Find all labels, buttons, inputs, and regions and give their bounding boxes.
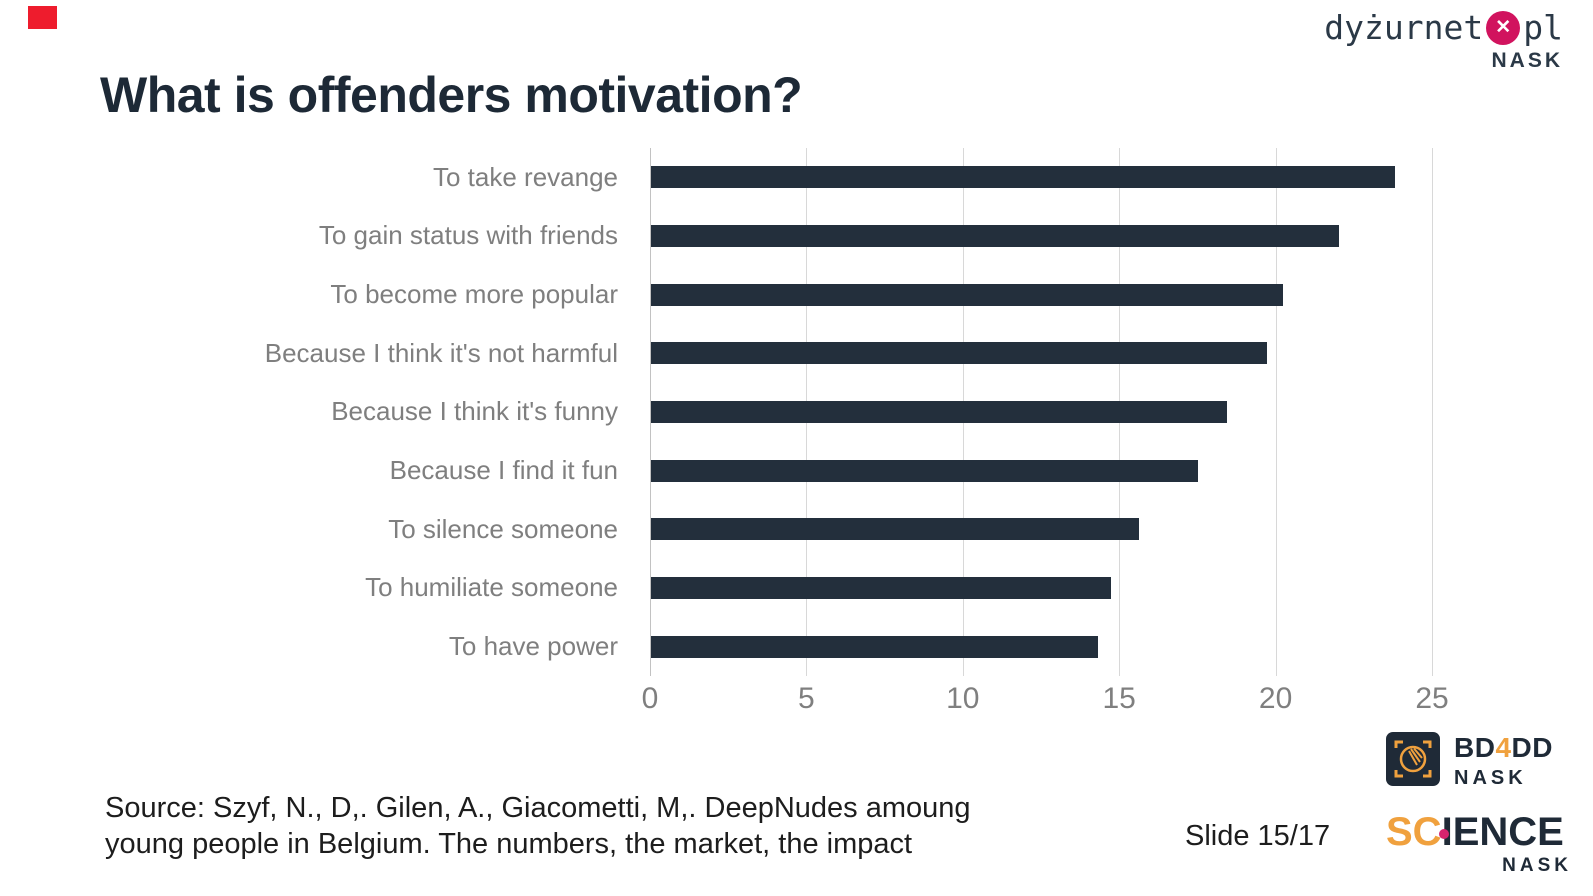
category-label: Because I find it fun <box>389 455 618 486</box>
source-citation: Source: Szyf, N., D,. Gilen, A., Giacome… <box>105 790 971 862</box>
nask-wordmark: NASK <box>1491 49 1563 72</box>
x-tick-label: 20 <box>1258 682 1293 715</box>
science-part2: IENCE <box>1441 810 1564 854</box>
dyzurnet-logo: dyżurnet ✕ pl NASK <box>1324 8 1563 73</box>
science-logo: SCIENCE NASK <box>1386 810 1572 877</box>
science-wordmark: SCIENCE <box>1386 810 1572 854</box>
bd4dd-shield-icon <box>1386 732 1440 786</box>
science-part1: SC <box>1386 810 1442 854</box>
source-line-1: Source: Szyf, N., D,. Gilen, A., Giacome… <box>105 792 971 824</box>
x-tick-label: 15 <box>1102 682 1136 715</box>
bd4dd-wordmark: BD4DD <box>1454 732 1553 764</box>
x-tick-label: 0 <box>641 682 659 715</box>
chart-category-labels: To take revange To gain status with frien… <box>0 148 618 676</box>
category-label: To silence someone <box>388 513 618 544</box>
category-label: Because I think it's funny <box>331 396 618 427</box>
source-line-2: young people in Belgium. The numbers, th… <box>105 828 913 860</box>
category-label: To gain status with friends <box>318 220 618 251</box>
category-label: To become more popular <box>330 279 618 310</box>
bar <box>651 283 1283 306</box>
category-label: To have power <box>448 631 618 662</box>
bar <box>651 577 1111 599</box>
grid-line <box>650 148 651 676</box>
category-label: To humiliate someone <box>365 572 618 603</box>
bd4dd-part2: DD <box>1511 732 1553 763</box>
bd4dd-text: BD4DD NASK <box>1454 732 1553 790</box>
category-label: To take revange <box>432 161 618 192</box>
bar <box>651 401 1227 423</box>
red-corner-marker <box>28 6 57 29</box>
grid-line <box>1432 148 1433 676</box>
x-tick-label: 10 <box>946 682 980 715</box>
bar <box>651 459 1199 482</box>
dyzurnet-tld: pl <box>1523 8 1563 47</box>
bar <box>651 225 1340 247</box>
bar <box>651 635 1099 658</box>
dyzurnet-x-icon: ✕ <box>1486 10 1521 45</box>
science-nask-wordmark: NASK <box>1502 855 1572 876</box>
bar <box>651 342 1268 365</box>
slide-title: What is offenders motivation? <box>100 67 803 123</box>
bd4dd-logo: BD4DD NASK <box>1386 732 1553 790</box>
x-tick-label: 25 <box>1415 682 1449 715</box>
bar <box>651 518 1139 541</box>
category-label: Because I think it's not harmful <box>264 337 618 368</box>
dyzurnet-wordmark-row: dyżurnet ✕ pl <box>1324 8 1563 47</box>
science-dot-icon <box>1439 829 1449 839</box>
x-tick-label: 5 <box>798 682 815 715</box>
bd4dd-nask-wordmark: NASK <box>1454 767 1527 789</box>
grid-line <box>1275 148 1277 676</box>
chart-x-axis: 0 5 10 15 20 25 <box>642 682 1449 722</box>
chart-plot-area <box>650 148 1433 676</box>
bar <box>651 166 1396 189</box>
bd4dd-accent: 4 <box>1495 732 1512 763</box>
dyzurnet-wordmark: dyżurnet <box>1324 8 1484 47</box>
bd4dd-part1: BD <box>1454 732 1496 763</box>
slide-number: Slide 15/17 <box>1185 820 1331 852</box>
